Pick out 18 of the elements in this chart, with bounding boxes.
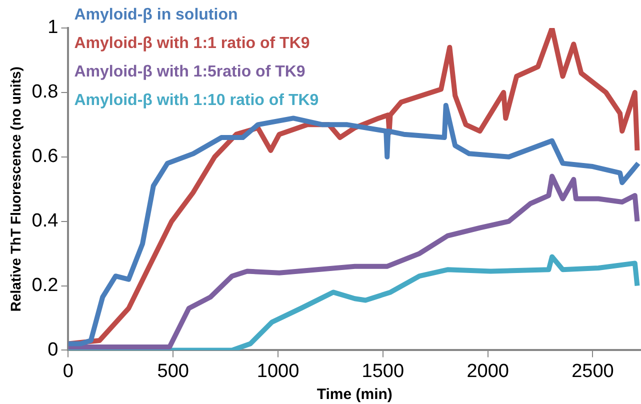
x-tick-label: 1000 bbox=[256, 360, 300, 382]
text: Amyloid-β in solution bbox=[74, 6, 238, 24]
text: Amyloid-β with 1:10 ratio of TK9 bbox=[74, 92, 319, 109]
y-tick-label: 0.2 bbox=[32, 274, 58, 296]
y-axis-title: Relative ThT Fluorescence (no units) bbox=[7, 66, 24, 312]
x-tick-label: 2500 bbox=[572, 360, 614, 382]
x-tick-label: 1500 bbox=[362, 360, 404, 382]
text: Amyloid-β with 1:5ratio of TK9 bbox=[74, 63, 306, 80]
y-tick-label: 1 bbox=[48, 17, 58, 38]
text: Amyloid-β with 1:1 ratio of TK9 bbox=[74, 34, 310, 52]
y-tick-label: 0 bbox=[48, 339, 58, 360]
x-axis-title: Time (min) bbox=[316, 386, 392, 404]
y-tick-label: 0.4 bbox=[32, 210, 59, 232]
x-tick-label: 0 bbox=[62, 360, 74, 382]
y-tick-label: 0.8 bbox=[32, 82, 58, 103]
y-tick-label: 0.6 bbox=[32, 146, 58, 168]
x-tick-label: 2000 bbox=[466, 360, 509, 382]
x-tick-label: 500 bbox=[157, 360, 189, 382]
